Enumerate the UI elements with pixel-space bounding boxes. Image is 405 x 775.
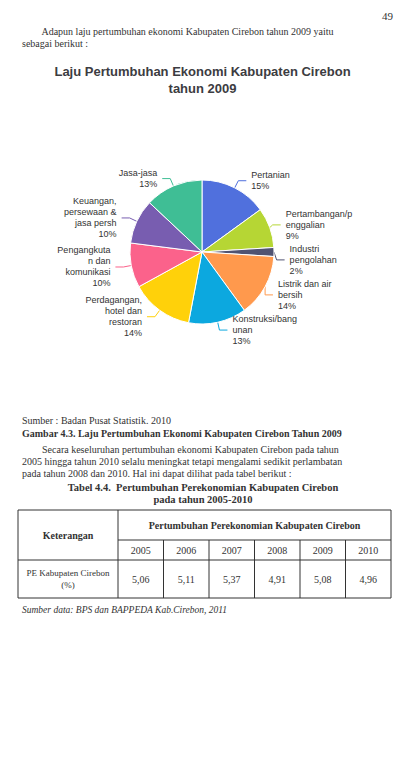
svg-text:Sumber data: BPS dan BAPPEDA K: Sumber data: BPS dan BAPPEDA Kab.Cirebon… [22,605,227,615]
svg-text:13%: 13% [232,336,250,346]
svg-text:5,08: 5,08 [314,574,332,585]
svg-text:Tabel 4.4. Pertumbuhan Pereko: Tabel 4.4. Pertumbuhan Perekonomian Kabu… [68,482,339,493]
svg-text:2005: 2005 [131,545,151,556]
svg-text:2007: 2007 [222,545,242,556]
svg-text:PE Kabupaten Cirebon: PE Kabupaten Cirebon [27,568,110,578]
svg-text:Pengangkuta: Pengangkuta [57,245,110,255]
svg-text:Industri: Industri [290,244,320,254]
svg-text:Konstruksi/bang: Konstruksi/bang [232,314,297,324]
svg-text:15%: 15% [251,181,269,191]
svg-text:Pertambangan/p: Pertambangan/p [286,209,353,219]
svg-text:4,96: 4,96 [360,574,378,585]
svg-text:Pertumbuhan Perekonomian Kabup: Pertumbuhan Perekonomian Kabupaten Cireb… [149,520,361,531]
svg-text:persewaan &: persewaan & [64,207,117,217]
svg-text:5,11: 5,11 [178,574,195,585]
svg-text:Secara keseluruhan pertumbuhan: Secara keseluruhan pertumbuhan ekonomi K… [22,444,339,455]
svg-text:4,91: 4,91 [269,574,287,585]
svg-text:n dan: n dan [88,256,111,266]
svg-text:Listrik dan air: Listrik dan air [278,279,332,289]
svg-text:2005 hingga tahun 2010 selalu: 2005 hingga tahun 2010 selalu meningkat … [22,456,342,467]
svg-text:pengolahan: pengolahan [290,255,337,265]
svg-text:komunikasi: komunikasi [65,267,110,277]
svg-text:unan: unan [232,325,252,335]
svg-text:Pertanian: Pertanian [251,170,290,180]
svg-text:2010: 2010 [358,545,378,556]
svg-text:(%): (%) [61,580,75,590]
svg-text:10%: 10% [92,278,110,288]
svg-text:2%: 2% [290,266,303,276]
svg-text:pada tahun 2005-2010: pada tahun 2005-2010 [153,494,252,505]
svg-text:bersih: bersih [278,290,303,300]
svg-text:pada tahun 2008 dan 2010. Hal: pada tahun 2008 dan 2010. Hal ini dapat … [22,468,292,479]
svg-text:jasa persh: jasa persh [74,218,117,228]
svg-text:Laju Pertumbuhan Ekonomi Kabup: Laju Pertumbuhan Ekonomi Kabupaten Cireb… [54,64,350,79]
svg-text:hotel dan: hotel dan [105,306,142,316]
svg-text:Perdagangan,: Perdagangan, [85,295,142,305]
svg-text:49: 49 [382,10,394,22]
svg-text:sebagai berikut :: sebagai berikut : [22,38,88,49]
svg-text:restoran: restoran [109,317,142,327]
svg-text:Keterangan: Keterangan [43,530,94,541]
svg-text:2008: 2008 [267,545,287,556]
svg-text:Sumber : Badan Pusat Statistik: Sumber : Badan Pusat Statistik. 2010 [22,415,171,426]
svg-text:14%: 14% [278,301,296,311]
svg-text:Jasa-jasa: Jasa-jasa [119,168,158,178]
svg-text:2009: 2009 [313,545,333,556]
svg-text:tahun 2009: tahun 2009 [169,81,237,96]
svg-text:Adapun laju pertumbuhan ekonom: Adapun laju pertumbuhan ekonomi Kabupate… [22,26,334,37]
svg-text:2006: 2006 [176,545,196,556]
svg-text:5,06: 5,06 [132,574,150,585]
svg-text:10%: 10% [99,229,117,239]
svg-text:13%: 13% [139,179,157,189]
svg-text:enggalian: enggalian [286,220,325,230]
svg-text:Gambar 4.3. Laju Pertumbuhan E: Gambar 4.3. Laju Pertumbuhan Ekonomi Kab… [22,428,342,439]
svg-text:9%: 9% [286,231,299,241]
svg-text:Keuangan,: Keuangan, [73,196,117,206]
svg-text:5,37: 5,37 [223,574,241,585]
svg-text:14%: 14% [124,328,142,338]
